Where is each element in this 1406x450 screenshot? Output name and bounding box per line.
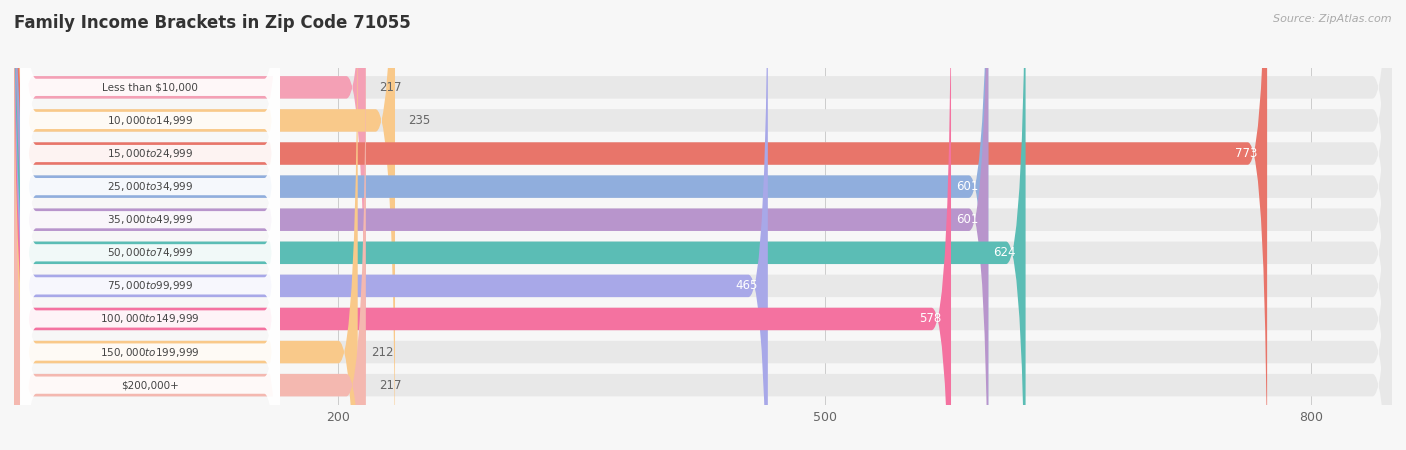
Text: 465: 465 xyxy=(735,279,758,292)
Text: Less than $10,000: Less than $10,000 xyxy=(103,82,198,92)
FancyBboxPatch shape xyxy=(14,0,768,450)
FancyBboxPatch shape xyxy=(14,0,1392,450)
FancyBboxPatch shape xyxy=(14,0,1025,450)
FancyBboxPatch shape xyxy=(14,0,1392,450)
FancyBboxPatch shape xyxy=(21,0,280,450)
FancyBboxPatch shape xyxy=(14,0,1392,450)
FancyBboxPatch shape xyxy=(14,0,988,450)
Text: 217: 217 xyxy=(378,378,401,392)
Text: 624: 624 xyxy=(994,246,1017,259)
Text: $150,000 to $199,999: $150,000 to $199,999 xyxy=(100,346,200,359)
Text: Family Income Brackets in Zip Code 71055: Family Income Brackets in Zip Code 71055 xyxy=(14,14,411,32)
FancyBboxPatch shape xyxy=(14,0,1392,450)
Text: $100,000 to $149,999: $100,000 to $149,999 xyxy=(100,312,200,325)
FancyBboxPatch shape xyxy=(14,0,950,450)
FancyBboxPatch shape xyxy=(14,0,366,450)
Text: 601: 601 xyxy=(956,180,979,193)
Text: 578: 578 xyxy=(920,312,941,325)
Text: $10,000 to $14,999: $10,000 to $14,999 xyxy=(107,114,194,127)
FancyBboxPatch shape xyxy=(14,0,1392,450)
Text: 212: 212 xyxy=(371,346,394,359)
Text: $25,000 to $34,999: $25,000 to $34,999 xyxy=(107,180,194,193)
Text: 773: 773 xyxy=(1234,147,1257,160)
Text: 217: 217 xyxy=(378,81,401,94)
FancyBboxPatch shape xyxy=(21,0,280,450)
Text: 601: 601 xyxy=(956,213,979,226)
FancyBboxPatch shape xyxy=(21,26,280,450)
Text: $15,000 to $24,999: $15,000 to $24,999 xyxy=(107,147,194,160)
FancyBboxPatch shape xyxy=(14,0,1392,450)
FancyBboxPatch shape xyxy=(14,0,1392,450)
Text: $75,000 to $99,999: $75,000 to $99,999 xyxy=(107,279,194,292)
FancyBboxPatch shape xyxy=(21,0,280,450)
FancyBboxPatch shape xyxy=(21,0,280,450)
Text: $50,000 to $74,999: $50,000 to $74,999 xyxy=(107,246,194,259)
FancyBboxPatch shape xyxy=(14,0,988,450)
Text: $200,000+: $200,000+ xyxy=(121,380,179,390)
FancyBboxPatch shape xyxy=(21,59,280,450)
FancyBboxPatch shape xyxy=(21,0,280,450)
FancyBboxPatch shape xyxy=(14,0,1267,450)
FancyBboxPatch shape xyxy=(14,0,1392,450)
Text: 235: 235 xyxy=(408,114,430,127)
FancyBboxPatch shape xyxy=(21,0,280,414)
Text: $35,000 to $49,999: $35,000 to $49,999 xyxy=(107,213,194,226)
FancyBboxPatch shape xyxy=(21,0,280,447)
FancyBboxPatch shape xyxy=(14,0,395,450)
FancyBboxPatch shape xyxy=(14,0,366,450)
FancyBboxPatch shape xyxy=(14,0,357,450)
FancyBboxPatch shape xyxy=(14,0,1392,450)
Text: Source: ZipAtlas.com: Source: ZipAtlas.com xyxy=(1274,14,1392,23)
FancyBboxPatch shape xyxy=(14,0,1392,450)
FancyBboxPatch shape xyxy=(21,0,280,450)
